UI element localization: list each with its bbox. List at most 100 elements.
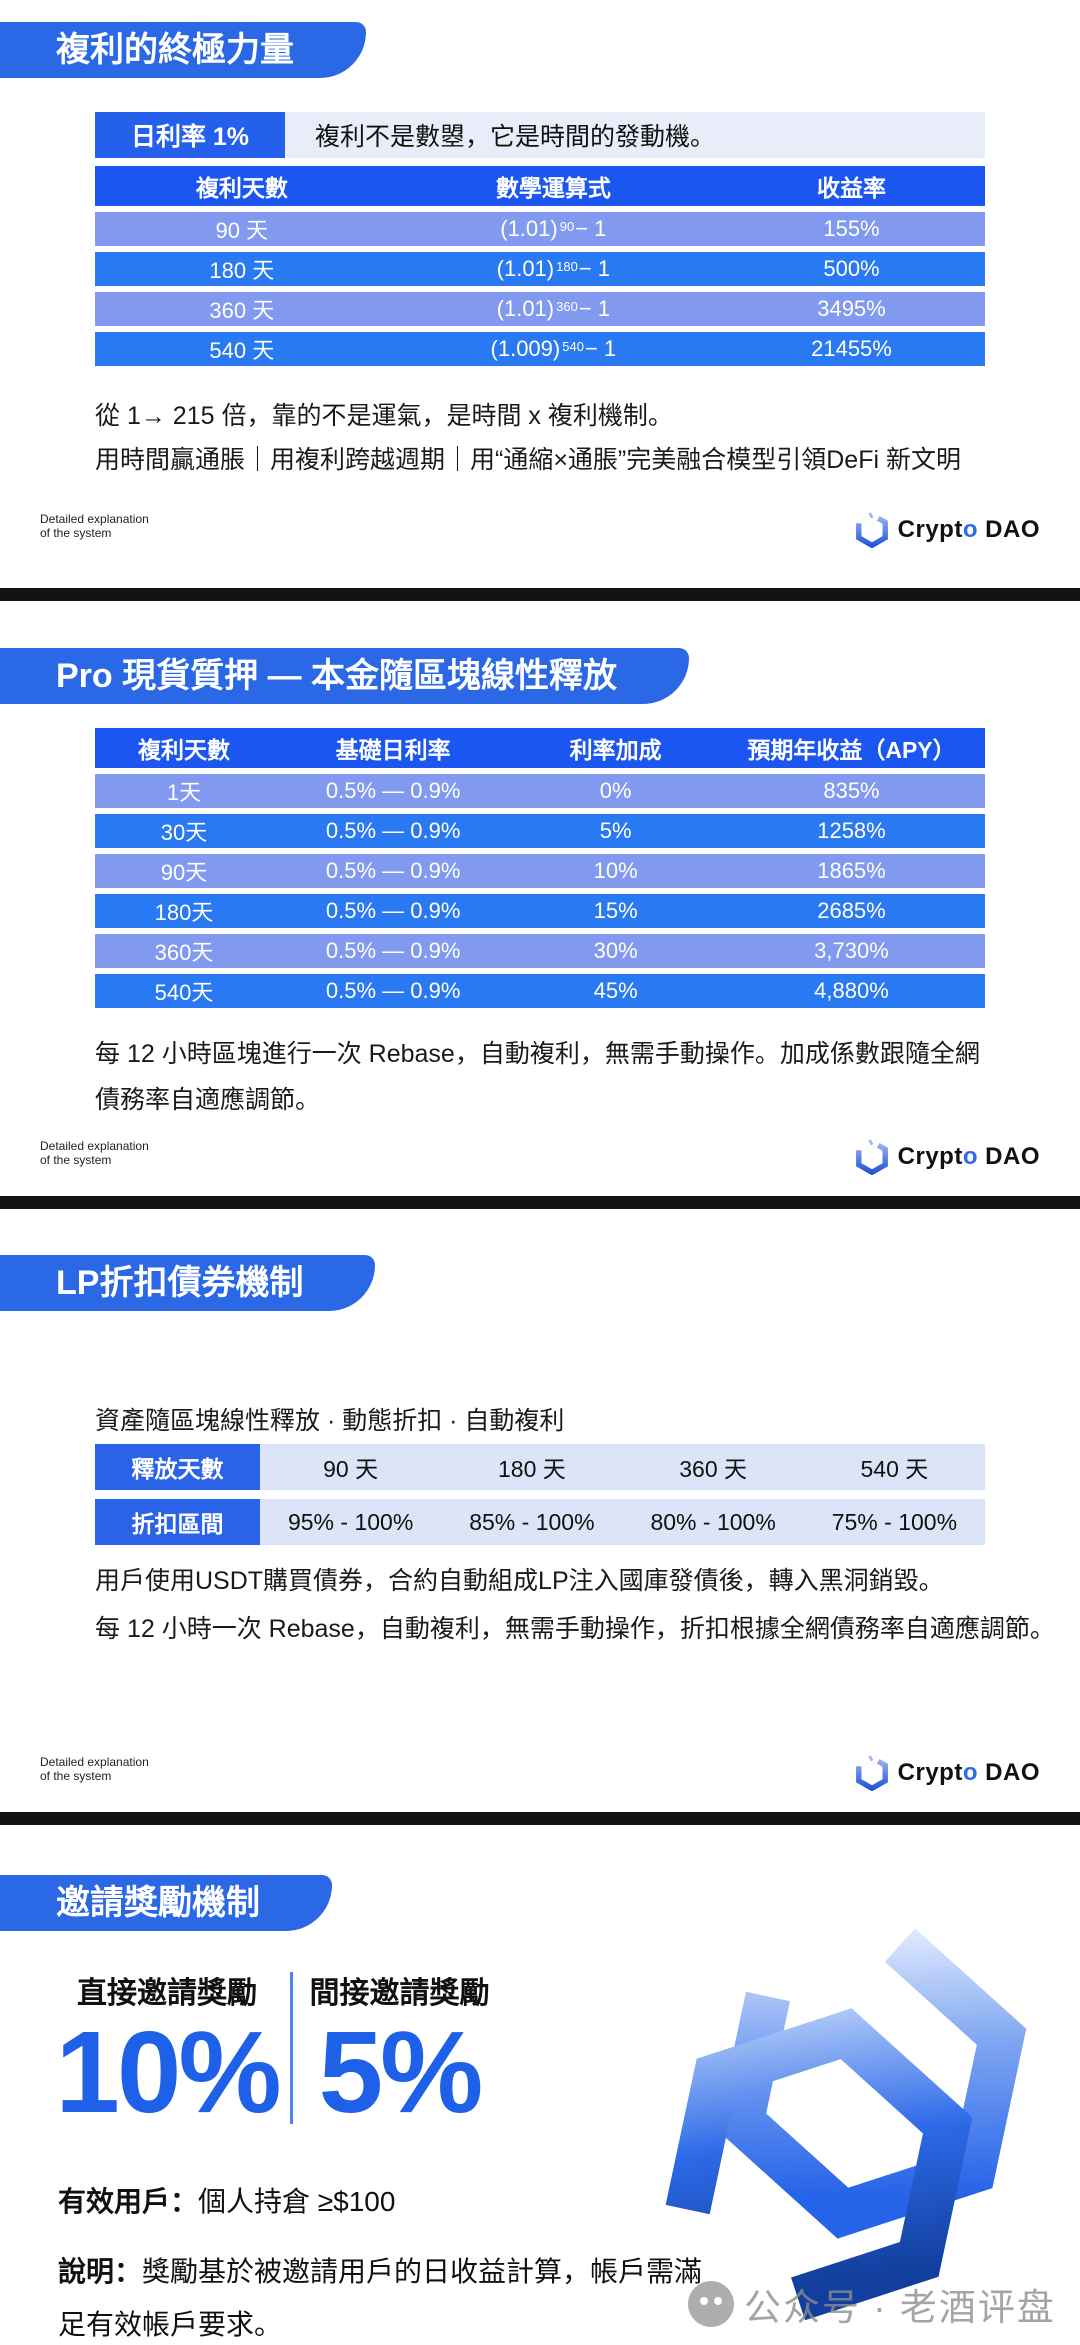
- cell-days: 90 天: [323, 1456, 379, 1482]
- cell-yield: 3495%: [817, 296, 886, 321]
- footer-note-line2: of the system: [40, 1153, 112, 1167]
- footer-note-line1: Detailed explanation: [40, 512, 149, 526]
- brand-name: Crypto DAO: [898, 1759, 1040, 1787]
- brand-lockup: Crypto DAO: [854, 512, 1040, 548]
- direct-reward-value: 10%: [55, 2007, 281, 2137]
- cell-discount: 85% - 100%: [469, 1508, 595, 1535]
- section-title: LP折扣債券機制: [56, 1264, 304, 1302]
- watermark: 公众号 · 老酒评盘: [688, 2277, 1056, 2331]
- footer-note-line1: Detailed explanation: [40, 1139, 149, 1153]
- footer-note-line2: of the system: [40, 1769, 112, 1783]
- cell-discount: 80% - 100%: [650, 1508, 776, 1535]
- cell-bonus: 30%: [593, 938, 638, 963]
- referral-note: 說明：獎勵基於被邀請用戶的日收益計算，帳戶需滿足有效帳戶要求。: [58, 2245, 718, 2345]
- column-header: 收益率: [816, 175, 886, 201]
- cell-bonus: 15%: [593, 898, 638, 923]
- cell-formula: (1.01) 180 − 1: [496, 256, 611, 281]
- cell-bonus: 0%: [599, 778, 632, 803]
- daily-rate-text: 複利不是數曌，它是時間的發動機。: [285, 112, 985, 158]
- footer-note: Detailed explanation of the system: [40, 1755, 149, 1783]
- section-pro-staking: Pro 現貨質押 — 本金隨區塊線性釋放 複利天數 基礎日利率 利率加成 預期年…: [0, 601, 1080, 1196]
- section-title: 邀請獎勵機制: [56, 1884, 260, 1922]
- wechat-icon: [688, 2281, 734, 2327]
- brand-name-prefix: Crypt: [897, 516, 963, 543]
- cell-discount: 95% - 100%: [287, 1508, 414, 1535]
- cell-days: 180天: [154, 900, 214, 925]
- valid-user-text: 個人持倉 ≥$100: [198, 2186, 396, 2217]
- formula-base: (1.01): [496, 256, 555, 281]
- cell-days: 180 天: [497, 1456, 566, 1482]
- rebase-note: 每 12 小時區塊進行一次 Rebase，自動複利，無需手動操作。加成係數跟隨全…: [95, 1040, 980, 1114]
- direct-reward-label: 直接邀請獎勵: [77, 1977, 257, 2010]
- cell-days: 180 天: [209, 258, 275, 283]
- cell-apy: 1865%: [817, 858, 886, 883]
- daily-rate-label: 日利率 1%: [95, 112, 285, 158]
- cell-bonus: 10%: [593, 858, 638, 883]
- cell-days: 90 天: [215, 218, 269, 243]
- bond-note-1: 用戶使用USDT購買債券，合約自動組成LP注入國庫發債後，轉入黑洞銷毀。: [95, 1567, 944, 1595]
- column-header: 複利天數: [138, 737, 230, 763]
- brand-name-suffix: DAO: [985, 1143, 1040, 1170]
- indirect-reward-label: 間接邀請獎勵: [309, 1977, 490, 2010]
- table-row: 540 天 (1.009) 540 − 1 21455%: [95, 332, 985, 366]
- row-values: 90 天 180 天 360 天 540 天: [260, 1444, 985, 1490]
- row-label: 釋放天數: [95, 1444, 260, 1490]
- brand-name-o: o: [962, 1759, 978, 1786]
- cell-base-rate: 0.5% — 0.9%: [325, 778, 461, 803]
- footer-note-line2: of the system: [40, 526, 112, 540]
- cryptodao-logo-icon: [855, 512, 888, 548]
- section-title: Pro 現貨質押 — 本金隨區塊線性釋放: [56, 657, 618, 695]
- row-values: 95% - 100% 85% - 100% 80% - 100% 75% - 1…: [260, 1499, 985, 1545]
- cell-discount: 75% - 100%: [831, 1508, 958, 1535]
- cell-formula: (1.01) 90 − 1: [500, 216, 607, 241]
- daily-rate-callout: 日利率 1% 複利不是數曌，它是時間的發動機。: [95, 112, 985, 158]
- valid-user-label: 有效用戶：: [58, 2186, 199, 2217]
- cryptodao-3d-logo: [662, 1925, 1027, 2328]
- table-row: 180天 0.5% — 0.9% 15% 2685%: [95, 894, 985, 928]
- section-divider: [0, 1196, 1080, 1209]
- table-row: 360 天 (1.01) 360 − 1 3495%: [95, 292, 985, 326]
- cell-days: 540 天: [860, 1456, 929, 1482]
- brand-name-suffix: DAO: [985, 516, 1040, 543]
- table-header-row: 複利天數 基礎日利率 利率加成 預期年收益（APY）: [95, 728, 985, 768]
- compound-table: 複利天數 數學運算式 收益率 90 天 (1.01) 90 − 1 155% 18…: [95, 166, 985, 366]
- bond-note-2: 每 12 小時一次 Rebase，自動複利，無需手動操作，折扣根據全網債務率自適…: [95, 1615, 1055, 1643]
- brand-lockup: Crypto DAO: [854, 1139, 1040, 1175]
- staking-table: 複利天數 基礎日利率 利率加成 預期年收益（APY） 1天 0.5% — 0.9…: [95, 728, 985, 1008]
- brand-lockup: Crypto DAO: [854, 1755, 1040, 1791]
- cell-formula: (1.01) 360 − 1: [496, 296, 611, 321]
- footer-note: Detailed explanation of the system: [40, 512, 149, 540]
- formula-base: (1.01): [500, 216, 558, 241]
- table-row: 90天 0.5% — 0.9% 10% 1865%: [95, 854, 985, 888]
- watermark-text: 公众号 · 老酒评盘: [744, 2287, 1056, 2328]
- formula-base: (1.01): [496, 296, 555, 321]
- table-row: 180 天 (1.01) 180 − 1 500%: [95, 252, 985, 286]
- section-title-badge: 複利的終極力量: [0, 22, 366, 78]
- formula-tail: − 1: [584, 336, 617, 361]
- cell-days: 360天: [154, 940, 214, 965]
- section-referral: 邀請獎勵機制 直接邀請獎勵 10% 間接邀請獎勵 5% 有效用戶：個人持倉 ≥$…: [0, 1825, 1080, 2345]
- footer-note: Detailed explanation of the system: [40, 1139, 149, 1167]
- section-lp-bond: LP折扣債券機制 資產隨區塊線性釋放 · 動態折扣 · 自動複利 釋放天數 90…: [0, 1209, 1080, 1812]
- formula-tail: − 1: [578, 256, 611, 281]
- table-row: 540天 0.5% — 0.9% 45% 4,880%: [95, 974, 985, 1008]
- brand-name-suffix: DAO: [985, 1759, 1040, 1786]
- cryptodao-logo-icon: [855, 1139, 888, 1175]
- indirect-reward-value: 5%: [318, 2007, 484, 2137]
- footer-note-line1: Detailed explanation: [40, 1755, 149, 1769]
- cell-apy: 3,730%: [814, 938, 889, 963]
- referral-rewards: 直接邀請獎勵 10% 間接邀請獎勵 5%: [55, 1968, 492, 2137]
- cell-base-rate: 0.5% — 0.9%: [325, 898, 461, 923]
- section-title-badge: 邀請獎勵機制: [0, 1875, 332, 1931]
- cell-base-rate: 0.5% — 0.9%: [325, 818, 461, 843]
- cell-bonus: 5%: [599, 818, 632, 843]
- column-header: 數學運算式: [495, 175, 611, 201]
- vertical-divider: [290, 1972, 293, 2124]
- section-compound-power: 複利的終極力量 日利率 1% 複利不是數曌，它是時間的發動機。 複利天數 數學運…: [0, 0, 1080, 588]
- cell-days: 360 天: [679, 1456, 747, 1482]
- formula-base: (1.009): [490, 336, 561, 361]
- cell-yield: 500%: [823, 256, 880, 281]
- brand-name-o: o: [962, 516, 978, 543]
- row-label: 折扣區間: [95, 1499, 260, 1545]
